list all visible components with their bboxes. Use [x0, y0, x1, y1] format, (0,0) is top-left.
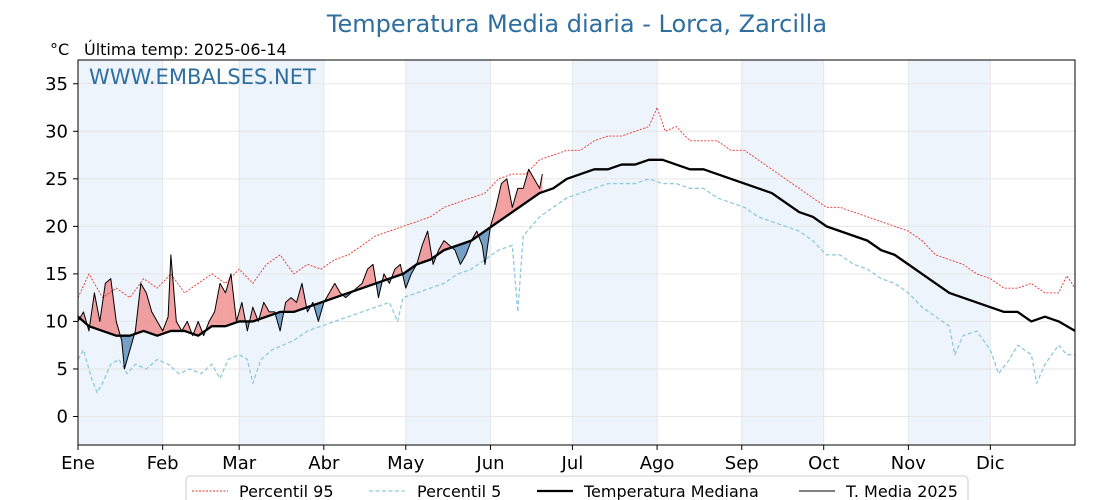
month-band-0	[78, 60, 163, 445]
series-line-2	[77, 158, 1076, 337]
x-tick-label: Dic	[976, 453, 1005, 474]
legend-box	[185, 475, 969, 500]
legend-label-3: T. Media 2025	[845, 482, 958, 500]
x-tick-label: Nov	[891, 453, 926, 474]
x-tick-label: Jul	[561, 453, 584, 474]
month-band-1	[239, 60, 324, 445]
series-line-0	[77, 107, 1076, 299]
legend-label-2: Temperatura Mediana	[583, 482, 759, 500]
series-line-3	[77, 168, 543, 370]
watermark: WWW.EMBALSES.NET	[89, 65, 316, 89]
x-tick-label: Mar	[222, 453, 257, 474]
month-bands	[78, 60, 991, 445]
series-lines	[77, 107, 1076, 394]
y-tick-label: 0	[57, 406, 68, 427]
legend-label-0: Percentil 95	[239, 482, 334, 500]
x-tick-label: Jun	[475, 453, 504, 474]
x-tick-label: Ene	[61, 453, 95, 474]
month-band-2	[405, 60, 491, 445]
chart-title: Temperatura Media diaria - Lorca, Zarcil…	[326, 10, 827, 38]
last-temp-label: Última temp: 2025-06-14	[84, 40, 287, 59]
month-band-4	[741, 60, 824, 445]
x-tick-label: Abr	[308, 453, 340, 474]
y-tick-label: 30	[45, 121, 68, 142]
legend: Percentil 95 Percentil 5 Temperatura Media…	[185, 475, 969, 500]
y-unit-label: °C	[50, 40, 69, 59]
series-line-1	[77, 178, 1075, 394]
x-tick-label: Ago	[640, 453, 675, 474]
y-tick-label: 10	[45, 311, 68, 332]
x-tick-label: Sep	[725, 453, 759, 474]
y-tick-label: 5	[57, 359, 68, 380]
y-tick-label: 25	[45, 169, 68, 190]
legend-label-1: Percentil 5	[417, 482, 501, 500]
month-band-3	[572, 60, 658, 445]
x-tick-label: May	[387, 453, 425, 474]
y-tick-label: 20	[45, 216, 68, 237]
y-tick-label: 15	[45, 264, 68, 285]
x-tick-label: Oct	[808, 453, 839, 474]
x-tick-label: Feb	[147, 453, 179, 474]
plot-frame	[77, 59, 1076, 446]
axes: 0 5 10 15 20 25 30 35 Ene Feb Mar Abr May Jun Jul Ago Se…	[45, 74, 1005, 474]
month-band-5	[908, 60, 991, 445]
y-tick-label: 35	[45, 74, 68, 95]
